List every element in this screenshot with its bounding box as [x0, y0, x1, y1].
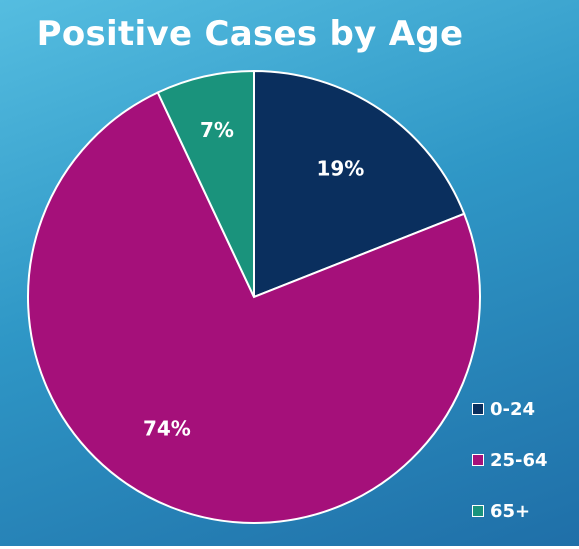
pie-slice-65-plus — [156, 69, 255, 298]
pie-slice-labels: 19% 74% 7% — [143, 118, 364, 441]
pie-slices — [27, 69, 481, 524]
legend-swatch-25-64 — [472, 454, 484, 466]
pie-slice-25-64 — [27, 91, 481, 524]
legend-label-65-plus: 65+ — [490, 500, 531, 522]
pie-slice-label-25-64: 74% — [143, 417, 191, 441]
legend-swatch-65-plus — [472, 505, 484, 517]
legend: 0-24 25-64 65+ — [472, 396, 548, 549]
legend-swatch-0-24 — [472, 403, 484, 415]
legend-item-0-24: 0-24 — [472, 396, 548, 422]
legend-item-65-plus: 65+ — [472, 498, 548, 524]
pie-slice-label-65-plus: 7% — [200, 118, 234, 142]
legend-label-25-64: 25-64 — [490, 449, 548, 471]
pie-slice-0-24 — [253, 69, 466, 299]
chart-title: Positive Cases by Age — [36, 14, 464, 54]
pie-slice-label-0-24: 19% — [316, 156, 364, 180]
legend-label-0-24: 0-24 — [490, 398, 536, 420]
legend-item-25-64: 25-64 — [472, 447, 548, 473]
